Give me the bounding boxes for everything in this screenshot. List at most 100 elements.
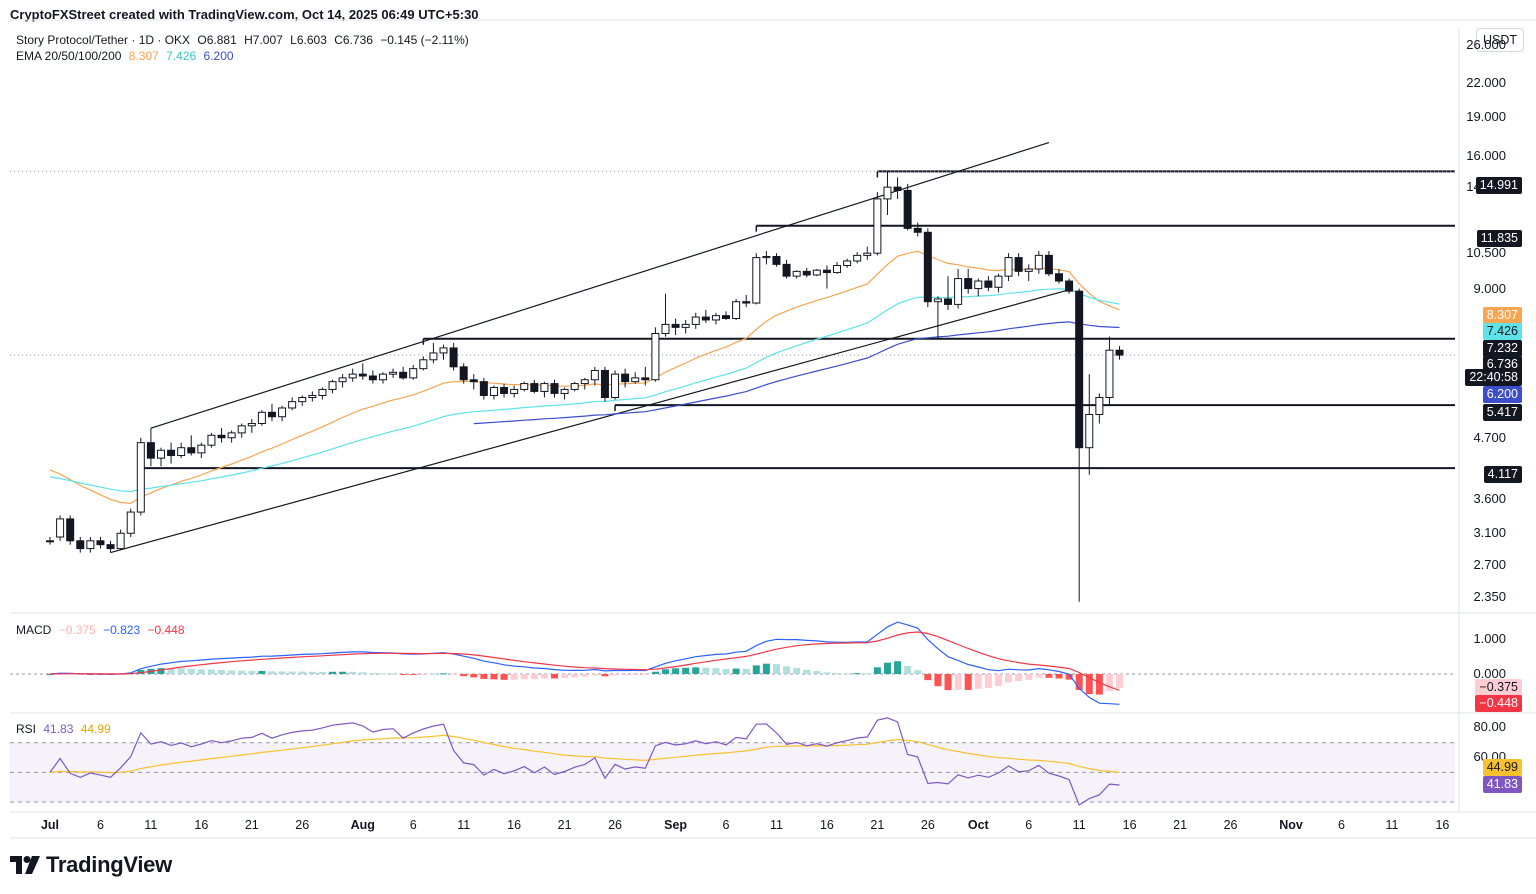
macd-histogram-bar: [308, 671, 316, 674]
macd-histogram-bar: [672, 668, 680, 674]
candle-body: [278, 407, 287, 418]
candle-body: [257, 411, 266, 425]
candle-body: [207, 434, 216, 446]
macd-histogram-bar: [813, 670, 821, 674]
macd-histogram-bar: [762, 663, 770, 674]
macd-histogram-bar: [873, 667, 881, 674]
tradingview-logo[interactable]: TradingView: [10, 852, 172, 878]
macd-histogram-bar: [268, 671, 276, 674]
macd-histogram-bar: [561, 674, 569, 679]
macd-histogram-bar: [349, 671, 357, 674]
ema-legend[interactable]: EMA 20/50/100/200 8.307 7.426 6.200: [16, 49, 238, 63]
candle-body: [86, 540, 95, 550]
macd-histogram-bar: [450, 674, 458, 675]
macd-histogram-bar: [399, 674, 407, 675]
macd-histogram-bar: [863, 673, 871, 675]
candle-body: [389, 371, 398, 375]
candle-body: [843, 260, 852, 267]
macd-histogram-bar: [551, 674, 558, 679]
time-axis-tick: Oct: [967, 818, 989, 832]
macd-histogram-bar: [803, 669, 811, 674]
macd-histogram-bar: [742, 668, 750, 674]
candle-body: [288, 401, 297, 409]
candle-body: [187, 447, 196, 454]
macd-histogram-bar: [1015, 674, 1023, 682]
candle-body: [883, 186, 892, 200]
time-axis-tick: 6: [1338, 818, 1345, 832]
macd-histogram-bar: [1035, 674, 1043, 678]
macd-histogram-bar: [329, 671, 337, 674]
macd-histogram-bar: [258, 670, 266, 674]
candle-body: [1095, 396, 1104, 416]
candle-body: [590, 369, 599, 381]
candle-body: [510, 388, 519, 394]
candle-body: [46, 540, 54, 543]
macd-badge: −0.448: [1475, 695, 1522, 712]
macd-histogram-bar: [520, 674, 528, 680]
candle-body: [722, 315, 731, 320]
candle-body: [863, 252, 872, 256]
macd-histogram-bar: [954, 674, 962, 690]
rsi-value: 41.83: [43, 722, 74, 736]
candle-body: [833, 265, 842, 274]
rsi-legend[interactable]: RSI 41.83 44.99: [16, 722, 115, 736]
price-axis-tick: 9.000: [1473, 280, 1506, 296]
ohlc-high: H7.007: [244, 33, 283, 47]
macd-histogram-bar: [793, 667, 801, 674]
price-badge: 14.991: [1475, 177, 1522, 194]
macd-histogram-bar: [460, 674, 468, 677]
macd-histogram-bar: [490, 674, 498, 680]
price-badge: 7.426: [1482, 323, 1522, 340]
macd-histogram-bar: [510, 674, 518, 680]
candle-body: [409, 368, 418, 379]
macd-histogram-bar: [207, 669, 215, 674]
macd-histogram-bar: [1065, 674, 1073, 680]
candle-body: [1085, 414, 1094, 449]
macd-histogram-bar: [440, 673, 448, 675]
channel-upper-trendline: [150, 141, 1050, 429]
candle-body: [419, 359, 428, 370]
macd-histogram-bar: [914, 670, 922, 674]
price-axis-tick: 26.000: [1466, 37, 1506, 52]
macd-histogram-bar: [722, 668, 730, 674]
candle-body: [903, 189, 912, 229]
macd-histogram-bar: [1025, 674, 1033, 680]
time-axis-tick: 21: [557, 818, 572, 832]
time-axis-tick: Jul: [40, 818, 60, 832]
macd-histogram-bar: [46, 674, 54, 675]
candle-body: [197, 444, 206, 454]
candle-body: [711, 315, 720, 321]
macd-histogram-bar: [651, 671, 659, 674]
macd-histogram-bar: [924, 674, 932, 681]
candle-body: [358, 373, 367, 377]
macd-histogram-bar: [419, 674, 427, 675]
macd-badge: −0.375: [1475, 679, 1522, 696]
macd-legend[interactable]: MACD −0.375 −0.823 −0.448: [16, 623, 189, 637]
macd-signal-line: [49, 631, 1120, 691]
time-axis-tick: Aug: [350, 818, 375, 832]
candle-body: [66, 518, 75, 542]
candle-body: [782, 263, 791, 277]
currency-selector[interactable]: USDT: [1475, 28, 1524, 52]
time-axis-tick: 26: [1223, 818, 1238, 832]
price-axis-tick: 4.700: [1473, 429, 1506, 445]
macd-axis-tick: 1.000: [1473, 631, 1506, 646]
macd-histogram-bar: [1085, 674, 1093, 694]
macd-histogram-bar: [248, 670, 256, 674]
macd-histogram-bar: [318, 671, 326, 674]
candle-body: [933, 298, 942, 303]
symbol-name[interactable]: Story Protocol/Tether · 1D · OKX: [16, 33, 191, 47]
macd-histogram-bar: [752, 665, 760, 674]
candle-body: [742, 301, 751, 304]
candle-body: [560, 388, 569, 394]
candle-body: [540, 383, 549, 392]
time-axis-tick: Nov: [1279, 818, 1303, 832]
candle-body: [792, 270, 801, 277]
rsi-axis-tick: 80.00: [1473, 719, 1506, 734]
macd-histogram-bar: [611, 674, 619, 676]
ohlc-close: C6.736: [334, 33, 373, 47]
price-axis-tick: 16.000: [1466, 148, 1506, 164]
candle-body: [974, 280, 983, 290]
candle-body: [469, 379, 478, 383]
